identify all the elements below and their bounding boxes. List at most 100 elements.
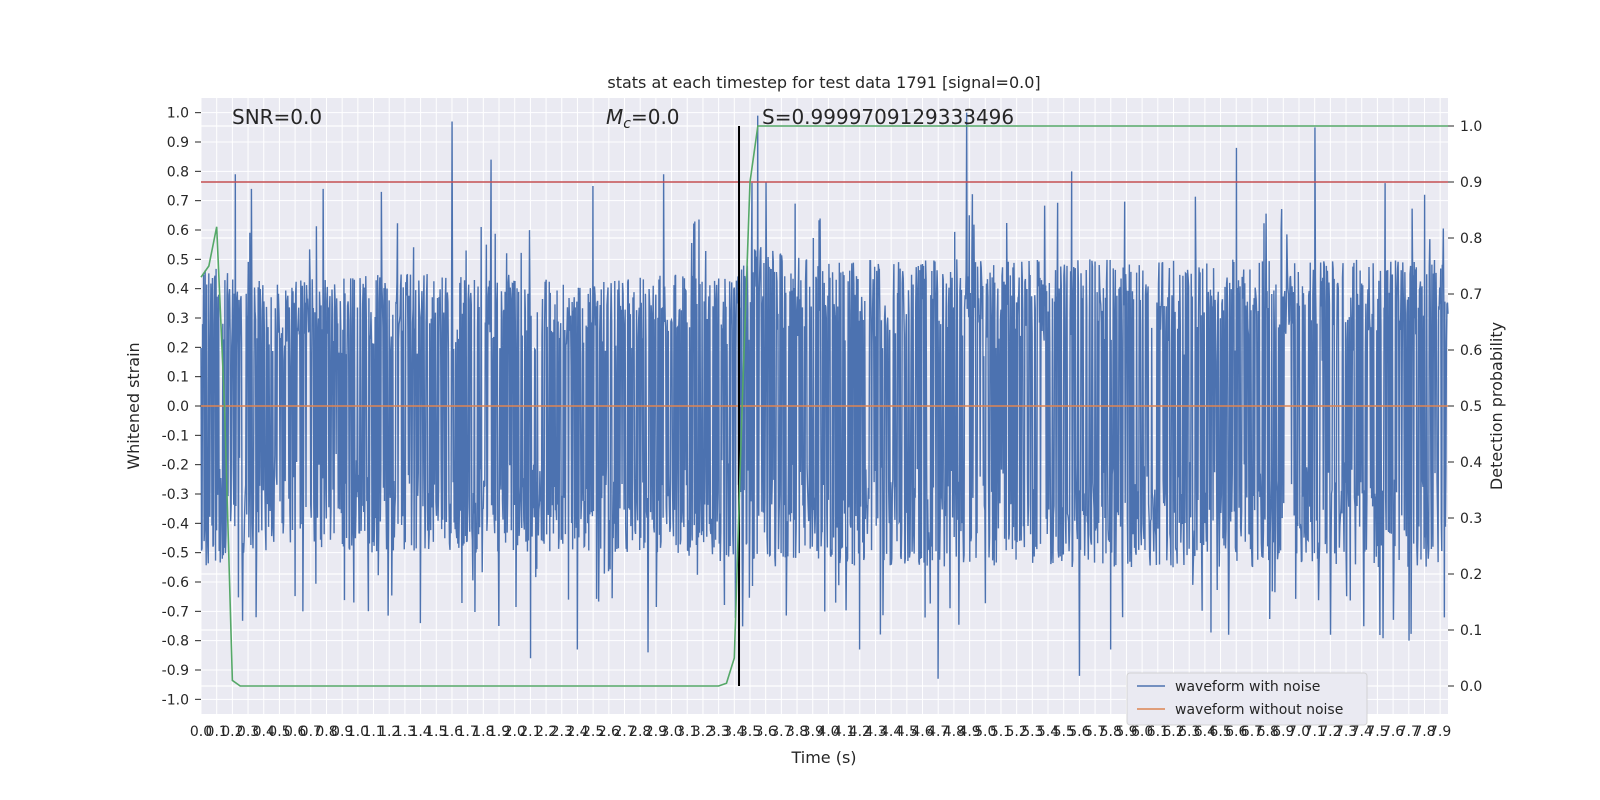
y-tick-label: 0.6: [167, 223, 189, 239]
x-tick-label: 5.3: [1021, 724, 1043, 740]
x-tick-label: 0.1: [206, 724, 228, 740]
x-tick-label: 2.4: [566, 724, 588, 740]
x-tick-label: 6.7: [1241, 724, 1263, 740]
y2-tick-label: 0.4: [1460, 455, 1482, 471]
x-tick-label: 2.0: [504, 724, 526, 740]
y2-tick-label: 0.0: [1460, 679, 1482, 695]
x-tick-label: 7.6: [1382, 724, 1404, 740]
x-tick-label: 1.6: [441, 724, 463, 740]
y-tick-label: 0.7: [167, 194, 189, 210]
x-tick-label: 3.0: [660, 724, 682, 740]
axes: 0.00.10.20.30.40.50.60.70.80.91.01.11.21…: [162, 106, 1483, 740]
y2-tick-label: 0.6: [1460, 343, 1482, 359]
y-tick-label: 0.2: [167, 340, 189, 356]
x-tick-label: 3.4: [723, 724, 745, 740]
x-tick-label: 2.5: [582, 724, 604, 740]
x-tick-label: 1.3: [394, 724, 416, 740]
chart-title: stats at each timestep for test data 179…: [607, 73, 1040, 92]
y2-tick-label: 0.1: [1460, 623, 1482, 639]
x-tick-label: 4.7: [927, 724, 949, 740]
x-tick-label: 0.2: [221, 724, 243, 740]
x-tick-label: 2.9: [645, 724, 667, 740]
x-tick-label: 4.3: [864, 724, 886, 740]
x-tick-label: 4.0: [817, 724, 839, 740]
x-tick-label: 7.8: [1413, 724, 1435, 740]
x-tick-label: 5.1: [990, 724, 1012, 740]
x-tick-label: 7.5: [1366, 724, 1388, 740]
y2-tick-label: 0.7: [1460, 287, 1482, 303]
x-tick-label: 7.1: [1304, 724, 1326, 740]
x-tick-label: 2.7: [613, 724, 635, 740]
y2-tick-label: 0.8: [1460, 231, 1482, 247]
x-tick-label: 2.3: [551, 724, 573, 740]
y-tick-label: 0.0: [167, 399, 189, 415]
x-tick-label: 4.1: [833, 724, 855, 740]
y-tick-label: -0.2: [162, 458, 189, 474]
x-tick-label: 5.5: [1053, 724, 1075, 740]
x-tick-label: 6.8: [1256, 724, 1278, 740]
x-tick-label: 7.4: [1351, 724, 1373, 740]
y-tick-label: 0.1: [167, 370, 189, 386]
x-tick-label: 6.3: [1178, 724, 1200, 740]
x-tick-label: 5.7: [1084, 724, 1106, 740]
x-tick-label: 4.9: [958, 724, 980, 740]
legend-box: [1126, 672, 1368, 726]
x-tick-label: 5.8: [1100, 724, 1122, 740]
x-tick-label: 1.7: [457, 724, 479, 740]
legend-label-waveform-with-noise: waveform with noise: [1175, 679, 1320, 695]
x-tick-label: 2.2: [535, 724, 557, 740]
x-tick-label: 3.6: [755, 724, 777, 740]
x-axis-label: Time (s): [790, 748, 856, 767]
waveform-with-noise-line: [200, 112, 1449, 679]
x-tick-label: 0.6: [284, 724, 306, 740]
x-tick-label: 0.0: [190, 724, 212, 740]
y-tick-label: -1.0: [162, 692, 189, 708]
x-tick-label: 0.4: [253, 724, 275, 740]
x-tick-label: 6.4: [1194, 724, 1216, 740]
x-tick-label: 1.2: [378, 724, 400, 740]
x-tick-label: 6.5: [1209, 724, 1231, 740]
x-tick-label: 5.6: [1068, 724, 1090, 740]
line-series: [200, 125, 1448, 687]
x-tick-label: 6.2: [1162, 724, 1184, 740]
x-tick-label: 3.3: [707, 724, 729, 740]
x-tick-label: 4.8: [943, 724, 965, 740]
x-tick-label: 2.1: [519, 724, 541, 740]
y-tick-label: -0.5: [162, 546, 189, 562]
y-tick-label: 0.9: [167, 135, 189, 151]
y-tick-label: -0.1: [162, 428, 189, 444]
x-tick-label: 7.7: [1398, 724, 1420, 740]
detection-probability-line: [200, 125, 1448, 687]
y2-axis-label: Detection probability: [1487, 322, 1506, 490]
x-tick-label: 2.6: [598, 724, 620, 740]
y-tick-label: -0.6: [162, 575, 189, 591]
y-tick-label: 1.0: [167, 106, 189, 122]
x-tick-label: 5.4: [1037, 724, 1059, 740]
y-tick-label: -0.8: [162, 634, 189, 650]
x-tick-label: 3.9: [802, 724, 824, 740]
legend-label-waveform-without-noise: waveform without noise: [1175, 702, 1343, 718]
y-tick-label: -0.9: [162, 663, 189, 679]
y-tick-label: 0.8: [167, 164, 189, 180]
y2-tick-label: 0.5: [1460, 399, 1482, 415]
x-tick-label: 7.3: [1335, 724, 1357, 740]
x-tick-label: 6.6: [1225, 724, 1247, 740]
y-axis-label: Whitened strain: [124, 342, 143, 469]
x-tick-label: 1.8: [472, 724, 494, 740]
x-tick-label: 3.8: [786, 724, 808, 740]
snr-annotation: SNR=0.0: [232, 105, 322, 129]
y-tick-label: 0.4: [167, 282, 189, 298]
x-tick-label: 7.0: [1288, 724, 1310, 740]
y-tick-label: -0.3: [162, 487, 189, 503]
x-tick-label: 0.9: [331, 724, 353, 740]
x-tick-label: 6.1: [1147, 724, 1169, 740]
x-tick-label: 3.1: [676, 724, 698, 740]
x-tick-label: 1.9: [488, 724, 510, 740]
waveform-with-noise-series: [200, 112, 1449, 679]
x-tick-label: 5.2: [1006, 724, 1028, 740]
y2-tick-label: 0.3: [1460, 511, 1482, 527]
x-tick-label: 3.5: [739, 724, 761, 740]
statistic-annotation: S=0.9999709129333496: [762, 105, 1014, 129]
x-tick-label: 4.2: [849, 724, 871, 740]
